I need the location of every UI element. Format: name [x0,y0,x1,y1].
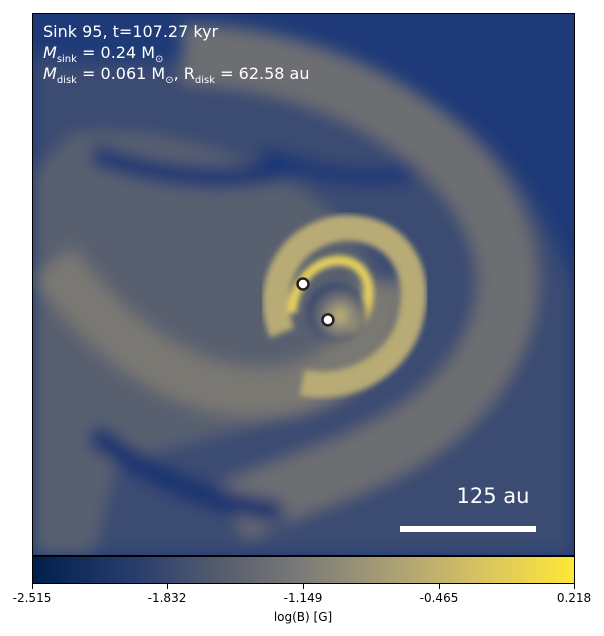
disk-info-line: Mdisk = 0.061 M⊙, Rdisk = 62.58 au [43,64,309,91]
colorbar-tick-label: -2.515 [12,591,52,605]
msink-sub: sink [56,54,77,66]
sink-mass-line: Msink = 0.24 M⊙ [43,43,163,70]
scalebar [400,526,536,532]
rdisk-prefix: , R [173,64,195,83]
colorbar-tick-label: -1.149 [283,591,323,605]
colorbar-tick-label: 0.218 [556,591,592,605]
magnetic-field-map: Sink 95, t=107.27 kyr Msink = 0.24 M⊙ Md… [32,13,575,556]
msink-unit-sub: ⊙ [155,54,164,66]
scalebar-label: 125 au [456,484,530,508]
mdisk-value: = 0.061 M [76,64,166,83]
colorbar-tick-label: -1.832 [147,591,187,605]
mdisk-sub: disk [56,75,77,87]
field-image [33,14,574,555]
colorbar-tick-label: -0.465 [419,591,459,605]
msink-value: = 0.24 M [76,43,156,62]
sink-info-line: Sink 95, t=107.27 kyr [43,22,219,41]
sink-marker-2 [321,313,335,327]
sink-marker-1 [296,277,310,291]
rdisk-sub: disk [194,75,216,87]
colorbar [32,556,575,584]
rdisk-value: = 62.58 au [215,64,310,83]
colorbar-tick [167,584,168,589]
colorbar-label: log(B) [G] [273,610,333,624]
colorbar-tick [32,584,33,589]
colorbar-tick [574,584,575,589]
mdisk-symbol: M [43,64,57,83]
colorbar-tick [439,584,440,589]
msink-symbol: M [43,43,57,62]
mdisk-unit-sub: ⊙ [165,75,174,87]
colorbar-tick [303,584,304,589]
